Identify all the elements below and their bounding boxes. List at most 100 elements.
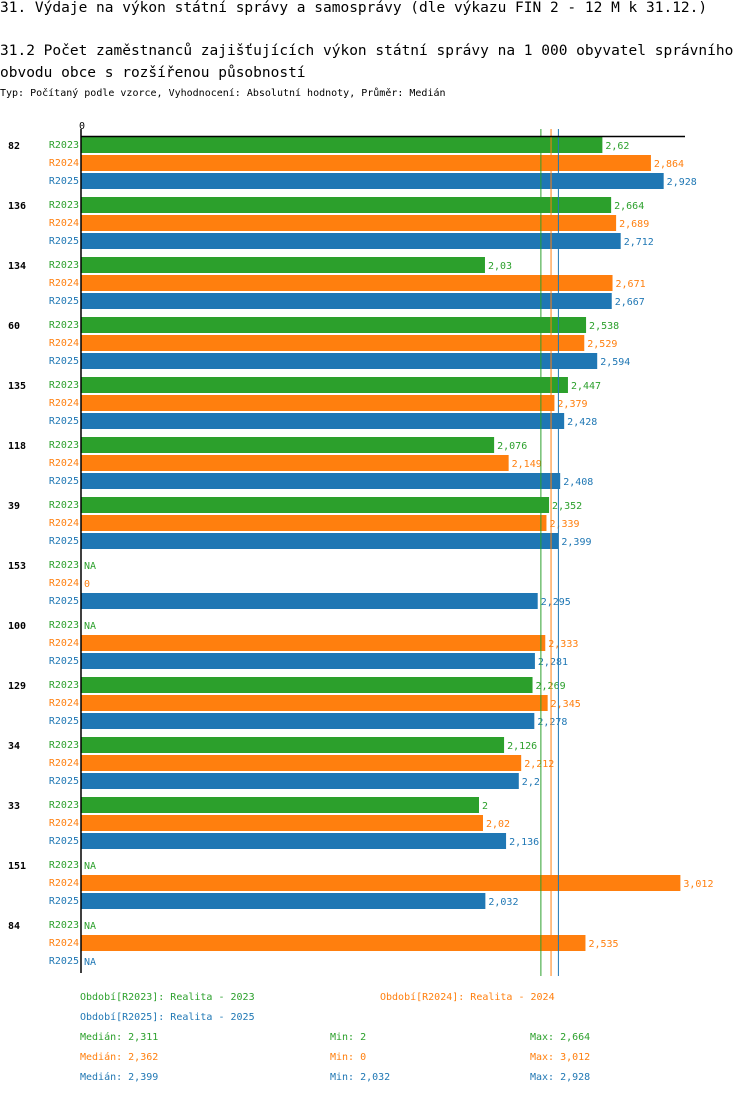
bar xyxy=(81,335,585,351)
series-label: R2025 xyxy=(49,296,79,307)
median-r2024: Medián: 2,362 xyxy=(80,1052,159,1063)
legend-r2025: Období[R2025]: Realita - 2025 xyxy=(80,1012,255,1023)
bar xyxy=(81,515,547,531)
bar xyxy=(81,473,561,489)
bar xyxy=(81,533,559,549)
series-label: R2025 xyxy=(49,776,79,787)
bar xyxy=(81,413,565,429)
bar xyxy=(81,833,507,849)
series-label: R2023 xyxy=(49,320,79,331)
series-label: R2023 xyxy=(49,140,79,151)
page-title: 31. Výdaje na výkon státní správy a samo… xyxy=(0,0,708,16)
series-label: R2024 xyxy=(49,398,79,409)
bar xyxy=(81,155,651,171)
bar xyxy=(81,755,522,771)
bar xyxy=(81,197,612,213)
group-label: 153 xyxy=(8,561,26,572)
max-r2025: Max: 2,928 xyxy=(530,1072,591,1083)
legend-r2023: Období[R2023]: Realita - 2023 xyxy=(80,992,255,1003)
group-label: 82 xyxy=(8,141,20,152)
group-label: 118 xyxy=(8,441,26,452)
chart-info: Typ: Počítaný podle vzorce, Vyhodnocení:… xyxy=(0,88,446,99)
data-label: 2,032 xyxy=(488,897,518,908)
series-label: R2025 xyxy=(49,536,79,547)
series-label: R2023 xyxy=(49,380,79,391)
min-r2023: Min: 2 xyxy=(330,1032,367,1043)
series-label: R2024 xyxy=(49,338,79,349)
bar xyxy=(81,497,550,513)
series-label: R2023 xyxy=(49,800,79,811)
series-label: R2025 xyxy=(49,356,79,367)
data-label: 2,399 xyxy=(561,537,591,548)
series-label: R2023 xyxy=(49,740,79,751)
data-label: 2,428 xyxy=(567,417,597,428)
bar xyxy=(81,935,586,951)
data-label: 2,149 xyxy=(512,459,542,470)
bar xyxy=(81,317,587,333)
series-label: R2025 xyxy=(49,236,79,247)
max-r2024: Max: 3,012 xyxy=(530,1052,591,1063)
bar xyxy=(81,815,483,831)
data-label: 2,538 xyxy=(589,321,619,332)
data-label: 2,379 xyxy=(557,399,587,410)
data-label: 2,712 xyxy=(624,237,654,248)
series-label: R2023 xyxy=(49,560,79,571)
series-label: R2025 xyxy=(49,896,79,907)
data-label: 2,076 xyxy=(497,441,527,452)
chart-title: 31.2 Počet zaměstnanců zajišťujících výk… xyxy=(0,43,734,81)
series-label: R2024 xyxy=(49,458,79,469)
median-r2023: Medián: 2,311 xyxy=(80,1032,159,1043)
series-label: R2025 xyxy=(49,836,79,847)
bar xyxy=(81,797,479,813)
data-label: 2 xyxy=(482,801,488,812)
bar xyxy=(81,455,509,471)
series-label: R2024 xyxy=(49,758,79,769)
series-label: R2025 xyxy=(49,956,79,967)
group-label: 134 xyxy=(8,261,26,272)
data-label: 2,278 xyxy=(537,717,567,728)
data-label: 2,447 xyxy=(571,381,601,392)
bar xyxy=(81,893,486,909)
median-r2025: Medián: 2,399 xyxy=(80,1072,159,1083)
group-label: 60 xyxy=(8,321,20,332)
data-label: 2,295 xyxy=(541,597,571,608)
data-label: 2,928 xyxy=(667,177,697,188)
bar xyxy=(81,293,612,309)
min-r2025: Min: 2,032 xyxy=(330,1072,391,1083)
data-label: 2,136 xyxy=(509,837,539,848)
data-label: NA xyxy=(84,861,96,872)
series-label: R2024 xyxy=(49,518,79,529)
bar xyxy=(81,437,495,453)
group-label: 136 xyxy=(8,201,26,212)
series-label: R2023 xyxy=(49,440,79,451)
bar xyxy=(81,353,598,369)
data-label: NA xyxy=(84,621,96,632)
series-label: R2025 xyxy=(49,176,79,187)
data-label: 2,126 xyxy=(507,741,537,752)
bar xyxy=(81,233,621,249)
series-label: R2024 xyxy=(49,278,79,289)
bar xyxy=(81,275,613,291)
data-label: 2,689 xyxy=(619,219,649,230)
data-label: 3,012 xyxy=(683,879,713,890)
bar xyxy=(81,635,546,651)
data-label: NA xyxy=(84,561,96,572)
series-label: R2025 xyxy=(49,716,79,727)
group-label: 84 xyxy=(8,921,20,932)
data-label: 2,594 xyxy=(600,357,630,368)
max-r2023: Max: 2,664 xyxy=(530,1032,591,1043)
data-label: 2,02 xyxy=(486,819,510,830)
series-label: R2023 xyxy=(49,680,79,691)
series-label: R2025 xyxy=(49,656,79,667)
data-label: 2,62 xyxy=(605,141,629,152)
bar xyxy=(81,773,519,789)
axis-zero-label: 0 xyxy=(79,121,85,132)
data-label: 2,352 xyxy=(552,501,582,512)
series-label: R2024 xyxy=(49,938,79,949)
bar xyxy=(81,215,617,231)
bar xyxy=(81,593,538,609)
series-label: R2024 xyxy=(49,218,79,229)
bar xyxy=(81,653,535,669)
series-label: R2024 xyxy=(49,638,79,649)
